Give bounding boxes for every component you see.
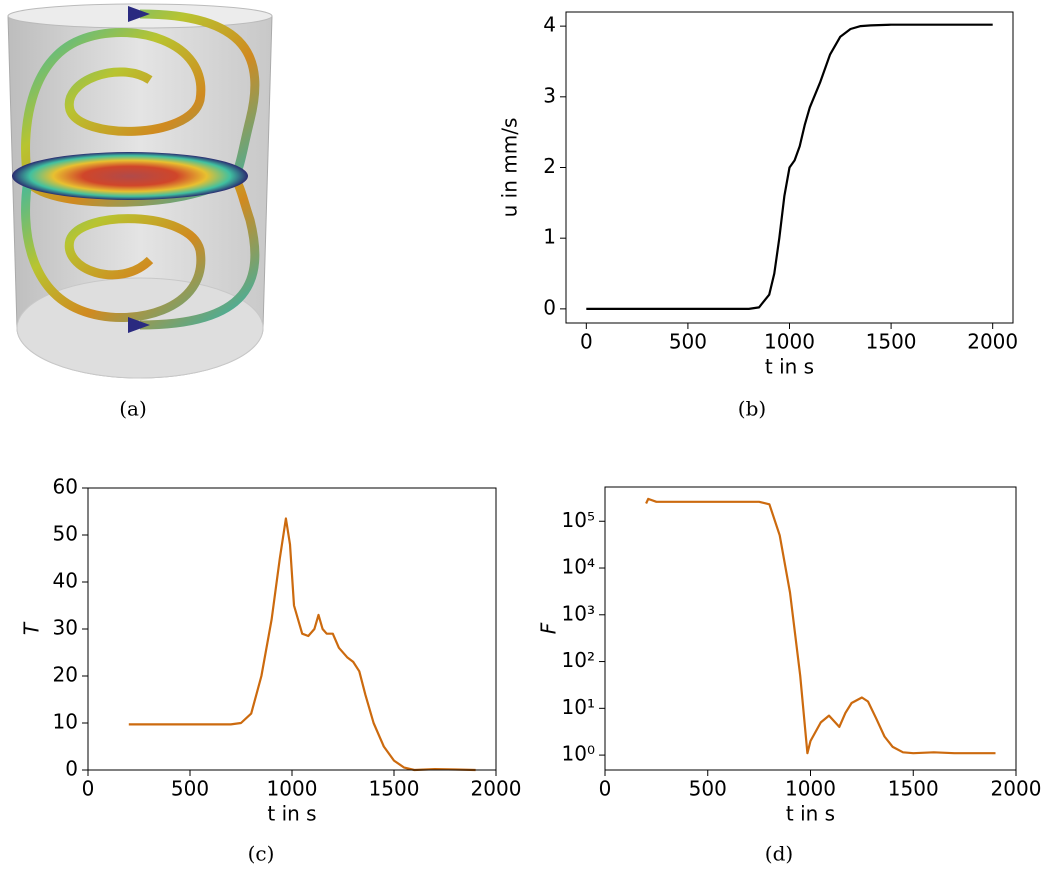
x-tick-label: 0	[580, 330, 593, 354]
x-tick-label: 1000	[267, 777, 318, 801]
x-tick-label: 1000	[764, 330, 815, 354]
y-tick-label: 10	[53, 710, 78, 734]
x-tick-label: 500	[171, 777, 209, 801]
x-tick-label: 500	[669, 330, 707, 354]
y-tick-label: 30	[53, 616, 78, 640]
y-tick-label: 10⁴	[562, 555, 595, 579]
y-tick-label: 10²	[562, 648, 595, 672]
x-tick-label: 1500	[866, 330, 917, 354]
caption: (d)	[765, 842, 793, 866]
x-axis-label: t in s	[267, 802, 316, 826]
data-line	[128, 517, 476, 772]
x-tick-label: 1000	[785, 777, 836, 801]
x-tick-label: 2000	[991, 777, 1042, 801]
y-tick-label: 10³	[562, 601, 595, 625]
y-tick-label: 3	[543, 83, 556, 107]
x-axis-label: t in s	[765, 355, 814, 379]
y-tick-label: 2	[543, 154, 556, 178]
y-tick-label: 50	[53, 522, 78, 546]
y-axis-label: T	[20, 621, 44, 635]
y-tick-label: 10⁰	[562, 742, 595, 766]
y-tick-label: 4	[543, 13, 556, 37]
x-tick-label: 1500	[888, 777, 939, 801]
x-tick-label: 0	[82, 777, 95, 801]
y-tick-label: 40	[53, 569, 78, 593]
x-tick-label: 2000	[967, 330, 1018, 354]
panel-a-render	[7, 3, 273, 379]
y-tick-label: 10⁵	[562, 508, 595, 532]
y-tick-label: 1	[543, 225, 556, 249]
axes-frame	[604, 486, 1017, 771]
caption: (c)	[248, 842, 275, 866]
y-tick-label: 10¹	[562, 695, 595, 719]
data-line	[645, 497, 996, 755]
data-line	[586, 23, 993, 310]
x-tick-label: 2000	[471, 777, 522, 801]
caption: (b)	[738, 397, 766, 421]
y-axis-label: F	[537, 622, 561, 634]
y-tick-label: 60	[53, 475, 78, 499]
caption: (a)	[119, 397, 147, 421]
y-axis-label: u in mm/s	[498, 118, 522, 218]
x-tick-label: 1500	[369, 777, 420, 801]
x-tick-label: 500	[689, 777, 727, 801]
y-tick-label: 0	[65, 757, 78, 781]
x-tick-label: 0	[599, 777, 612, 801]
x-axis-label: t in s	[786, 802, 835, 826]
y-tick-label: 20	[53, 663, 78, 687]
axes-frame	[87, 487, 497, 771]
y-tick-label: 0	[543, 295, 556, 319]
